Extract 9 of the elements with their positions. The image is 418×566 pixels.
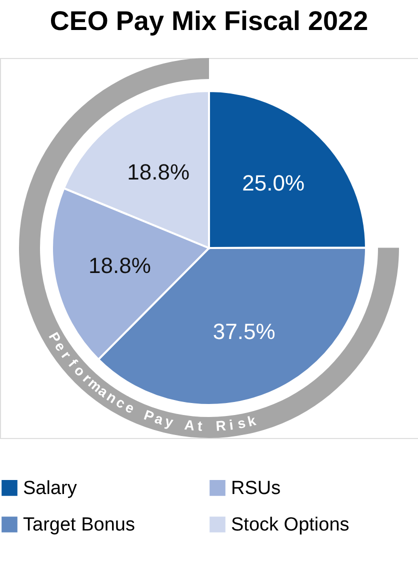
legend-label: Stock Options — [231, 514, 350, 536]
data-label: 18.8% — [127, 159, 190, 184]
data-label: 25.0% — [242, 170, 305, 196]
legend-label: Salary — [23, 478, 78, 499]
legend-label: Target Bonus — [23, 514, 135, 536]
chart-title: CEO Pay Mix Fiscal 2022 — [50, 6, 368, 36]
data-label: 37.5% — [212, 319, 276, 344]
legend-label: RSUs — [231, 478, 281, 499]
data-label: 18.8% — [88, 253, 151, 278]
